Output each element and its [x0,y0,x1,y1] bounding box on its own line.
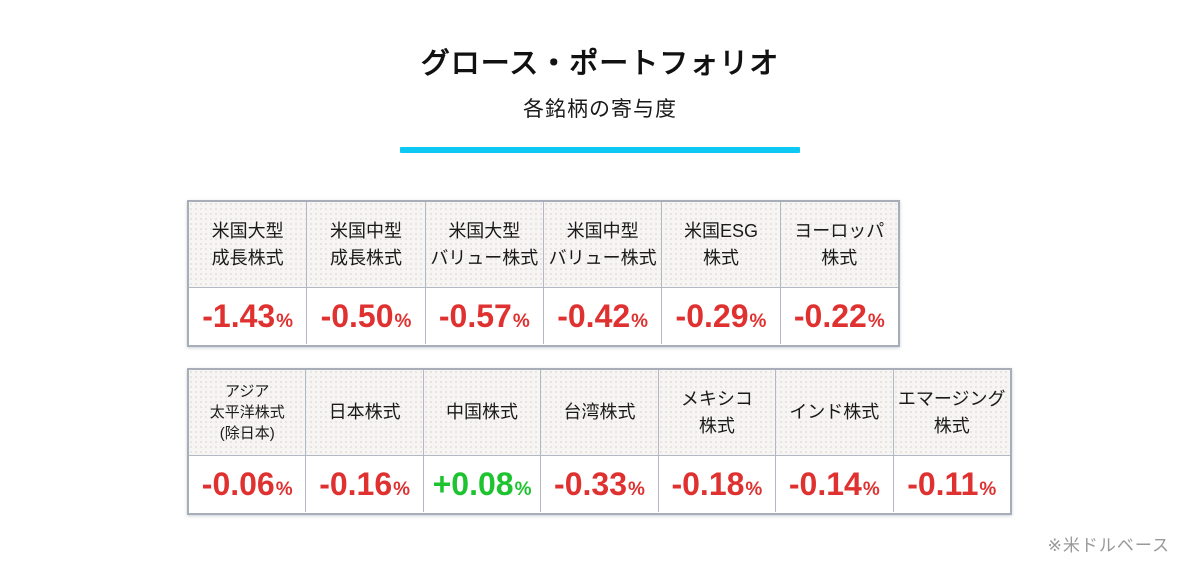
value-cell: -0.33% [540,456,657,512]
value-cell: -0.18% [657,456,775,512]
column-header: 日本株式 [305,370,422,455]
contribution-value: -0.14% [788,465,880,502]
value-cell: -0.29% [661,288,779,344]
percent-sign: % [276,310,294,332]
column-header-label: 米国ESG 株式 [683,220,758,268]
percent-sign: % [867,310,885,332]
percent-sign: % [275,478,293,500]
value-row: -1.43% -0.50% -0.57% -0.42% -0.29% -0.22… [189,287,898,344]
accent-underline [400,147,800,153]
column-header-label: 米国中型 バリュー株式 [548,220,657,268]
column-header-label: メキシコ 株式 [680,388,753,436]
contribution-value: -1.43% [202,297,294,334]
value-cell: -0.16% [305,456,422,512]
contribution-table-us-europe: 米国大型 成長株式 米国中型 成長株式 米国大型 バリュー株式 米国中型 バリュ… [187,200,900,347]
column-header: ヨーロッパ 株式 [779,202,898,287]
column-header: 米国ESG 株式 [661,202,779,287]
value-cell: -1.43% [189,288,306,344]
column-header-label: インド株式 [789,402,880,422]
column-header: エマージング 株式 [892,370,1010,455]
percent-sign: % [512,310,530,332]
contribution-value: -0.06% [201,465,293,502]
column-header-label: 台湾株式 [563,402,636,422]
percent-sign: % [627,478,645,500]
column-header-label: 米国中型 成長株式 [329,220,402,268]
column-header: メキシコ 株式 [657,370,775,455]
footnote: ※米ドルベース [1047,536,1170,555]
column-header-label: 米国大型 バリュー株式 [430,220,539,268]
percent-sign: % [514,478,532,500]
contribution-value: -0.29% [675,297,767,334]
percent-sign: % [979,478,997,500]
column-header: 米国大型 バリュー株式 [424,202,543,287]
contribution-value: -0.16% [319,465,411,502]
contribution-value: -0.33% [554,465,645,502]
column-header: 米国中型 成長株式 [306,202,424,287]
column-header: 米国中型 バリュー株式 [542,202,661,287]
value-cell: -0.11% [892,456,1010,512]
column-header: 米国大型 成長株式 [189,202,306,287]
page-subtitle: 各銘柄の寄与度 [523,98,677,121]
column-header-label: 米国大型 成長株式 [211,220,284,268]
percent-sign: % [394,310,412,332]
value-cell: -0.06% [189,456,305,512]
value-cell: -0.14% [775,456,892,512]
column-header-label: ヨーロッパ 株式 [794,220,885,268]
contribution-value: -0.42% [557,297,649,334]
header-row: 米国大型 成長株式 米国中型 成長株式 米国大型 バリュー株式 米国中型 バリュ… [189,202,898,287]
percent-sign: % [631,310,649,332]
column-header: アジア 太平洋株式 (除日本) [189,370,305,455]
percent-sign: % [745,478,763,500]
value-row: -0.06% -0.16% +0.08% -0.33% -0.18% -0.14… [189,455,1010,512]
contribution-value: -0.50% [320,297,412,334]
value-cell: -0.42% [542,288,661,344]
value-cell: +0.08% [422,456,540,512]
column-header: 台湾株式 [540,370,657,455]
contribution-value: -0.22% [793,297,885,334]
percent-sign: % [862,478,880,500]
contribution-value: +0.08% [432,465,532,502]
header-row: アジア 太平洋株式 (除日本) 日本株式 中国株式 台湾株式 メキシコ 株式 イ… [189,370,1010,455]
column-header-label: 中国株式 [446,402,519,422]
value-cell: -0.50% [306,288,424,344]
page-title: グロース・ポートフォリオ [420,48,780,80]
column-header-label: アジア 太平洋株式 (除日本) [209,383,285,442]
percent-sign: % [749,310,767,332]
contribution-table-asia-emerging: アジア 太平洋株式 (除日本) 日本株式 中国株式 台湾株式 メキシコ 株式 イ… [187,368,1012,515]
contribution-value: -0.11% [907,465,997,502]
column-header: 中国株式 [422,370,540,455]
contribution-value: -0.57% [438,297,530,334]
value-cell: -0.57% [424,288,543,344]
value-cell: -0.22% [779,288,898,344]
column-header-label: エマージング 株式 [897,388,1006,436]
contribution-value: -0.18% [671,465,763,502]
column-header: インド株式 [775,370,892,455]
percent-sign: % [393,478,411,500]
column-header-label: 日本株式 [328,402,401,422]
